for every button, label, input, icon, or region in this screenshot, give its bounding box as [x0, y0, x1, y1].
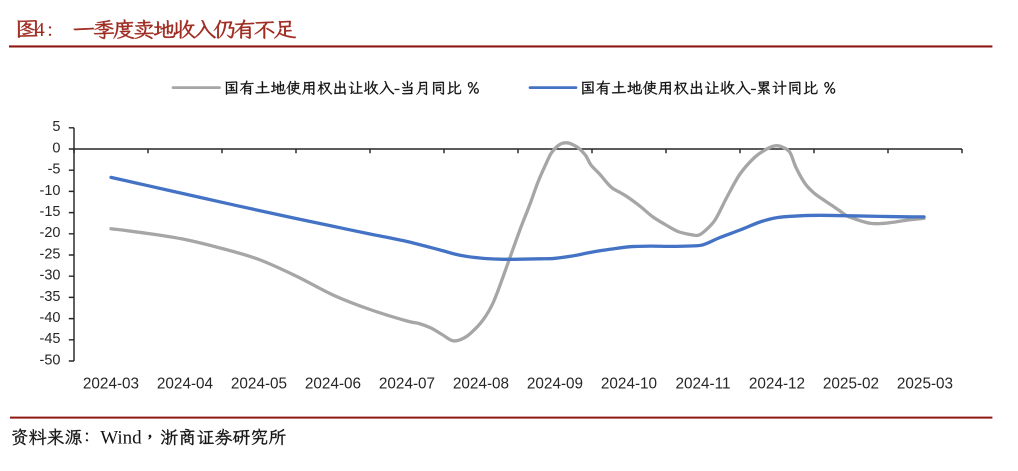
svg-text:-40: -40	[40, 310, 61, 326]
svg-text:2024-04: 2024-04	[157, 376, 214, 393]
svg-text:4: 4	[35, 19, 45, 41]
svg-text:5: 5	[52, 119, 60, 135]
svg-text:Wind: Wind	[100, 427, 142, 448]
svg-text:0: 0	[52, 140, 60, 156]
svg-text:2025-02: 2025-02	[823, 376, 879, 393]
svg-text:2024-06: 2024-06	[305, 376, 361, 393]
svg-text:-15: -15	[40, 204, 61, 220]
svg-text:2024-10: 2024-10	[601, 376, 657, 393]
svg-text::: :	[47, 19, 53, 41]
svg-text:2024-03: 2024-03	[83, 376, 139, 393]
svg-text:2024-07: 2024-07	[379, 376, 435, 393]
svg-text:-20: -20	[40, 225, 61, 241]
svg-text:-50: -50	[40, 352, 61, 368]
svg-text:-45: -45	[40, 331, 61, 347]
svg-text:-5: -5	[48, 162, 61, 178]
svg-text:2025-03: 2025-03	[897, 376, 953, 393]
svg-text:-25: -25	[40, 246, 61, 262]
svg-text:2024-09: 2024-09	[527, 376, 583, 393]
svg-text:2024-08: 2024-08	[453, 376, 509, 393]
svg-text:-30: -30	[40, 268, 61, 284]
svg-text:-35: -35	[40, 289, 61, 305]
svg-text:2024-12: 2024-12	[749, 376, 805, 393]
svg-text:-10: -10	[40, 183, 61, 199]
svg-text:2024-05: 2024-05	[231, 376, 287, 393]
svg-text:2024-11: 2024-11	[675, 376, 730, 393]
